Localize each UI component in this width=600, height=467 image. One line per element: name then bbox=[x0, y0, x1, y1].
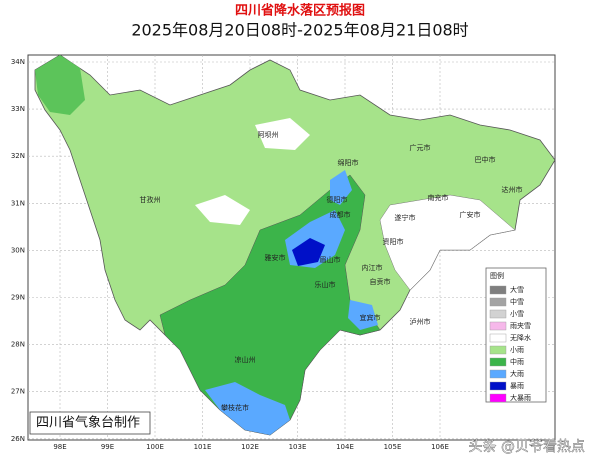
lat-label: 30N bbox=[11, 246, 25, 254]
footer-text: 四川省气象台制作 bbox=[36, 415, 140, 431]
place-label: 内江市 bbox=[362, 263, 383, 272]
legend-title: 图例 bbox=[490, 271, 504, 280]
lon-label: 99E bbox=[101, 443, 114, 451]
place-label: 自贡市 bbox=[370, 277, 391, 286]
lat-label: 32N bbox=[11, 152, 25, 160]
place-label: 阿坝州 bbox=[258, 130, 279, 139]
lon-label: 98E bbox=[53, 443, 66, 451]
footer-box bbox=[29, 411, 151, 435]
legend-swatch bbox=[489, 369, 507, 379]
place-label: 雅安市 bbox=[265, 253, 286, 262]
lon-label: 106E bbox=[431, 443, 449, 451]
legend-swatch bbox=[489, 393, 507, 403]
lat-label: 34N bbox=[11, 58, 25, 66]
legend-label: 中雪 bbox=[510, 297, 524, 306]
legend-label: 雨夹雪 bbox=[510, 321, 531, 330]
map-title: 四川省降水落区预报图 bbox=[235, 3, 365, 19]
place-label: 达州市 bbox=[502, 185, 523, 194]
legend-swatch bbox=[489, 381, 507, 391]
legend-label: 大雨 bbox=[510, 369, 524, 378]
place-label: 宜宾市 bbox=[360, 313, 381, 322]
lat-label: 29N bbox=[11, 294, 25, 302]
place-label: 南充市 bbox=[428, 193, 449, 202]
place-label: 广元市 bbox=[410, 143, 431, 152]
place-label: 绵阳市 bbox=[338, 158, 359, 167]
lon-label: 105E bbox=[384, 443, 402, 451]
legend-label: 大雪 bbox=[510, 285, 524, 294]
lat-label: 31N bbox=[11, 199, 25, 207]
lon-label: 103E bbox=[289, 443, 307, 451]
map-subtitle: 2025年08月20日08时-2025年08月21日08时 bbox=[131, 21, 468, 40]
lat-label: 27N bbox=[11, 388, 25, 396]
place-label: 凉山州 bbox=[235, 355, 256, 364]
legend-label: 小雪 bbox=[510, 309, 524, 318]
lat-label: 26N bbox=[11, 435, 25, 443]
place-label: 泸州市 bbox=[410, 317, 431, 326]
legend-swatch bbox=[489, 297, 507, 307]
lon-label: 102E bbox=[241, 443, 259, 451]
lon-label: 101E bbox=[194, 443, 212, 451]
place-label: 广安市 bbox=[460, 210, 481, 219]
legend-swatch bbox=[489, 333, 507, 343]
legend-label: 小雨 bbox=[510, 345, 524, 354]
lon-label: 104E bbox=[336, 443, 354, 451]
legend-label: 无降水 bbox=[510, 333, 531, 342]
lat-label: 33N bbox=[11, 105, 25, 113]
place-label: 资阳市 bbox=[383, 237, 404, 246]
legend-swatch bbox=[489, 357, 507, 367]
legend-swatch bbox=[489, 321, 507, 331]
legend-swatch bbox=[489, 285, 507, 295]
place-label: 甘孜州 bbox=[140, 195, 161, 204]
place-label: 眉山市 bbox=[320, 255, 341, 264]
legend-swatch bbox=[489, 345, 507, 355]
place-label: 乐山市 bbox=[315, 280, 336, 289]
province-shape bbox=[34, 54, 556, 436]
legend-label: 中雨 bbox=[510, 357, 524, 366]
place-label: 遂宁市 bbox=[395, 213, 416, 222]
place-label: 德阳市 bbox=[327, 195, 348, 204]
watermark: 头条 @贝爷看热点 bbox=[469, 438, 585, 455]
lon-label: 100E bbox=[146, 443, 164, 451]
legend-label: 暴雨 bbox=[510, 382, 524, 390]
place-label: 成都市 bbox=[330, 210, 351, 219]
place-label: 攀枝花市 bbox=[221, 403, 249, 412]
place-label: 巴中市 bbox=[475, 155, 496, 164]
legend-swatch bbox=[489, 309, 507, 319]
legend-label: 大暴雨 bbox=[510, 393, 531, 402]
lat-label: 28N bbox=[11, 341, 25, 349]
